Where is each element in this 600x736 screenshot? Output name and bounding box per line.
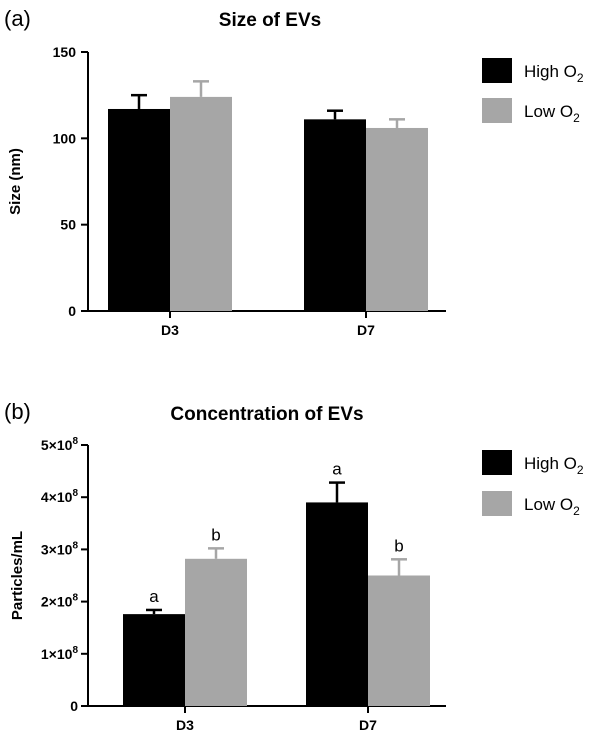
y-tick-label: 4×108 (41, 488, 79, 505)
x-tick-label: D3 (176, 717, 194, 733)
significance-label: a (332, 460, 342, 479)
bar-high-o2-d7 (304, 119, 366, 311)
chart-panel-a: (a) Size of EVs Size (nm) 0 50 100 150 D3 D7 High… (4, 6, 584, 338)
y-tick-label: 150 (53, 44, 77, 60)
legend-swatch (482, 58, 512, 83)
legend-label: High O2 (524, 454, 584, 477)
y-axis-title: Size (nm) (7, 148, 24, 215)
y-tick-label: 2×108 (41, 593, 79, 610)
x-tick-label: D7 (357, 322, 375, 338)
chart-panel-b: (b) Concentration of EVs Particles/mL 0 1×10… (4, 399, 584, 733)
bar-low-o2-d3 (170, 96, 232, 311)
y-tick-label: 100 (53, 130, 77, 146)
y-tick-label: 1×108 (41, 645, 79, 662)
legend-label: Low O2 (524, 495, 580, 518)
panel-label: (a) (4, 6, 31, 31)
y-tick-label: 0 (68, 303, 76, 319)
bar-high-o2-d3 (108, 108, 170, 311)
y-tick-label: 5×108 (41, 436, 79, 453)
bar-low-o2-d3 (185, 558, 247, 706)
y-tick-label: 0 (70, 698, 78, 714)
significance-label: b (211, 525, 220, 544)
chart-title: Concentration of EVs (170, 404, 363, 425)
legend-swatch (482, 450, 512, 475)
significance-label: b (394, 536, 403, 555)
bar-high-o2-d3 (123, 614, 185, 706)
y-tick-label: 3×108 (41, 540, 79, 557)
legend-swatch (482, 491, 512, 516)
legend-label: Low O2 (524, 102, 580, 125)
y-axis-title: Particles/mL (9, 531, 26, 620)
bar-high-o2-d7 (306, 502, 368, 706)
significance-label: a (149, 587, 159, 606)
bar-low-o2-d7 (368, 575, 430, 706)
chart-title: Size of EVs (219, 10, 321, 31)
x-tick-label: D3 (161, 322, 179, 338)
y-tick-label: 50 (60, 217, 76, 233)
bar-low-o2-d7 (366, 127, 428, 312)
panel-label: (b) (4, 399, 31, 424)
legend-label: High O2 (524, 62, 584, 85)
legend-swatch (482, 98, 512, 123)
x-tick-label: D7 (359, 717, 377, 733)
